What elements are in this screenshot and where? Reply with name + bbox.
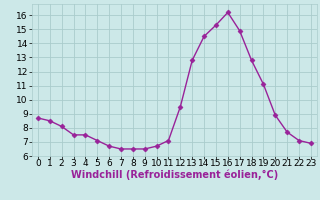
X-axis label: Windchill (Refroidissement éolien,°C): Windchill (Refroidissement éolien,°C) <box>71 169 278 180</box>
